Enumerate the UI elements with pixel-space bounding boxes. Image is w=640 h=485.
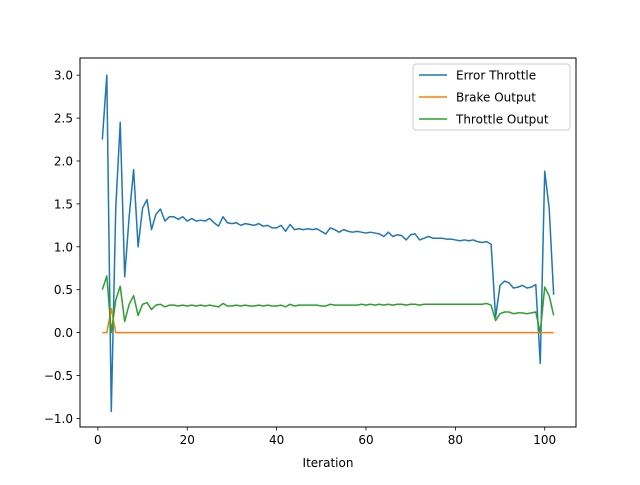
x-tick-label: 80 (448, 433, 463, 447)
y-tick-label: −1.0 (44, 412, 73, 426)
y-tick-label: 3.0 (54, 69, 73, 83)
legend-label-3: Throttle Output (455, 113, 549, 127)
legend-label-2: Brake Output (456, 91, 536, 105)
x-tick-label: 0 (94, 433, 102, 447)
x-tick-label: 40 (269, 433, 284, 447)
axes-frame (79, 57, 577, 428)
y-tick-label: 1.5 (54, 197, 73, 211)
series-line-2 (102, 307, 554, 334)
x-tick-label: 20 (180, 433, 195, 447)
y-tick-label: 0.0 (54, 326, 73, 340)
legend: Error Throttle Brake Output Throttle Outpu… (412, 63, 571, 131)
x-tick-label: 100 (533, 433, 556, 447)
legend-box (412, 63, 571, 131)
series-line-1 (101, 74, 555, 413)
x-tick-label: 60 (358, 433, 373, 447)
y-tick-label: 1.0 (54, 240, 73, 254)
y-tick-label: 2.5 (54, 112, 73, 126)
y-tick-label: 0.5 (54, 283, 73, 297)
x-axis-label: Iteration (303, 456, 354, 470)
y-tick-label: −0.5 (44, 369, 73, 383)
plot-lines (101, 74, 555, 413)
y-axis-ticks: −1.0 −0.5 0.0 0.5 1.0 1.5 2.0 2.5 3.0 (44, 69, 80, 426)
y-tick-label: 2.0 (54, 154, 73, 168)
x-axis-ticks: 0 20 40 60 80 100 (94, 427, 556, 447)
series-line-3 (101, 275, 555, 334)
legend-label-1: Error Throttle (456, 69, 536, 83)
